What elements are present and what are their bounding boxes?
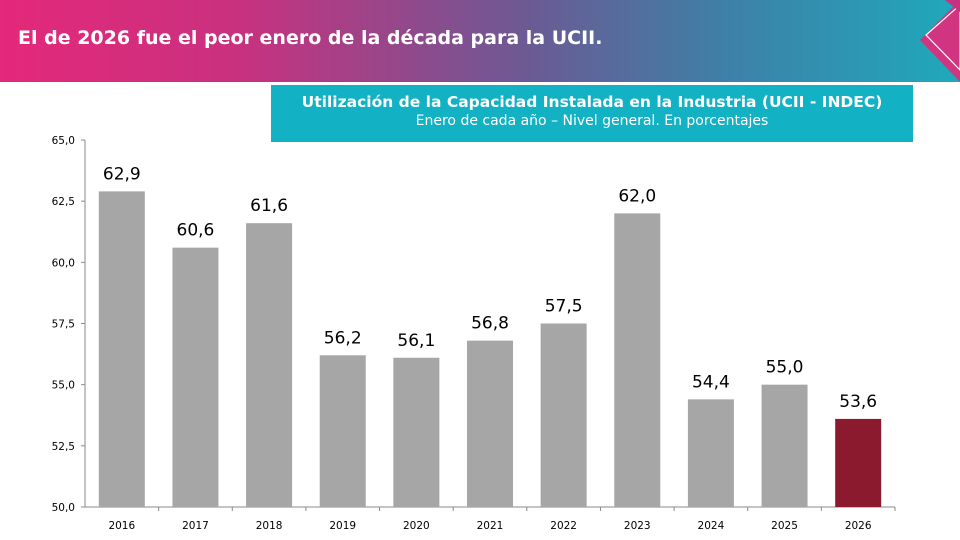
- x-tick-label: 2025: [771, 520, 798, 532]
- bar-2026: [835, 418, 882, 507]
- bar-2024: [687, 399, 734, 507]
- data-label-2020: 56,1: [397, 331, 435, 351]
- header-banner: El de 2026 fue el peor enero de la décad…: [0, 0, 960, 82]
- y-tick-label: 50,0: [52, 502, 75, 514]
- data-label-2026: 53,6: [839, 392, 877, 412]
- data-label-2019: 56,2: [324, 328, 362, 348]
- data-label-2018: 61,6: [250, 196, 288, 216]
- x-tick-label: 2016: [108, 520, 135, 532]
- y-tick-label: 52,5: [52, 441, 75, 453]
- chart-title: Utilización de la Capacidad Instalada en…: [301, 93, 883, 111]
- x-tick-label: 2021: [477, 520, 504, 532]
- y-tick-label: 60,0: [52, 257, 75, 269]
- y-tick-label: 57,5: [52, 319, 75, 331]
- data-label-2021: 56,8: [471, 314, 509, 334]
- y-tick-label: 62,5: [52, 196, 75, 208]
- y-tick-label: 55,0: [52, 380, 75, 392]
- bar-2021: [467, 340, 513, 507]
- bar-2017: [172, 247, 219, 508]
- x-tick-label: 2018: [256, 520, 283, 532]
- bar-2023: [614, 213, 661, 507]
- bar-2020: [393, 357, 440, 507]
- x-tick-label: 2022: [550, 520, 577, 532]
- x-tick-label: 2019: [329, 520, 356, 532]
- chart-subtitle: Enero de cada año – Nivel general. En po…: [415, 113, 769, 129]
- x-tick-label: 2020: [403, 520, 430, 532]
- bar-2025: [761, 384, 808, 507]
- x-tick-label: 2017: [182, 520, 209, 532]
- data-label-2016: 62,9: [103, 164, 141, 184]
- data-label-2022: 57,5: [545, 297, 583, 317]
- chart-title-box: Utilización de la Capacidad Instalada en…: [271, 85, 913, 142]
- x-tick-label: 2023: [624, 520, 651, 532]
- x-tick-label: 2024: [698, 520, 725, 532]
- bar-2016: [98, 191, 145, 507]
- headline: El de 2026 fue el peor enero de la décad…: [18, 27, 603, 49]
- bar-2018: [246, 223, 293, 508]
- data-label-2024: 54,4: [692, 372, 730, 392]
- bar-2022: [540, 323, 587, 507]
- data-label-2023: 62,0: [618, 186, 656, 206]
- bar-2019: [319, 355, 366, 507]
- y-tick-label: 65,0: [52, 135, 75, 147]
- data-label-2017: 60,6: [177, 221, 215, 241]
- x-tick-label: 2026: [845, 520, 872, 532]
- decorative-diamond-icon: [920, 0, 960, 82]
- data-label-2025: 55,0: [766, 358, 804, 378]
